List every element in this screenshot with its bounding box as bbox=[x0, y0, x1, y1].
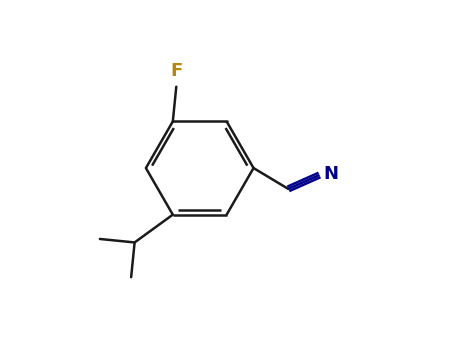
Text: F: F bbox=[170, 62, 182, 80]
Text: N: N bbox=[324, 165, 339, 183]
